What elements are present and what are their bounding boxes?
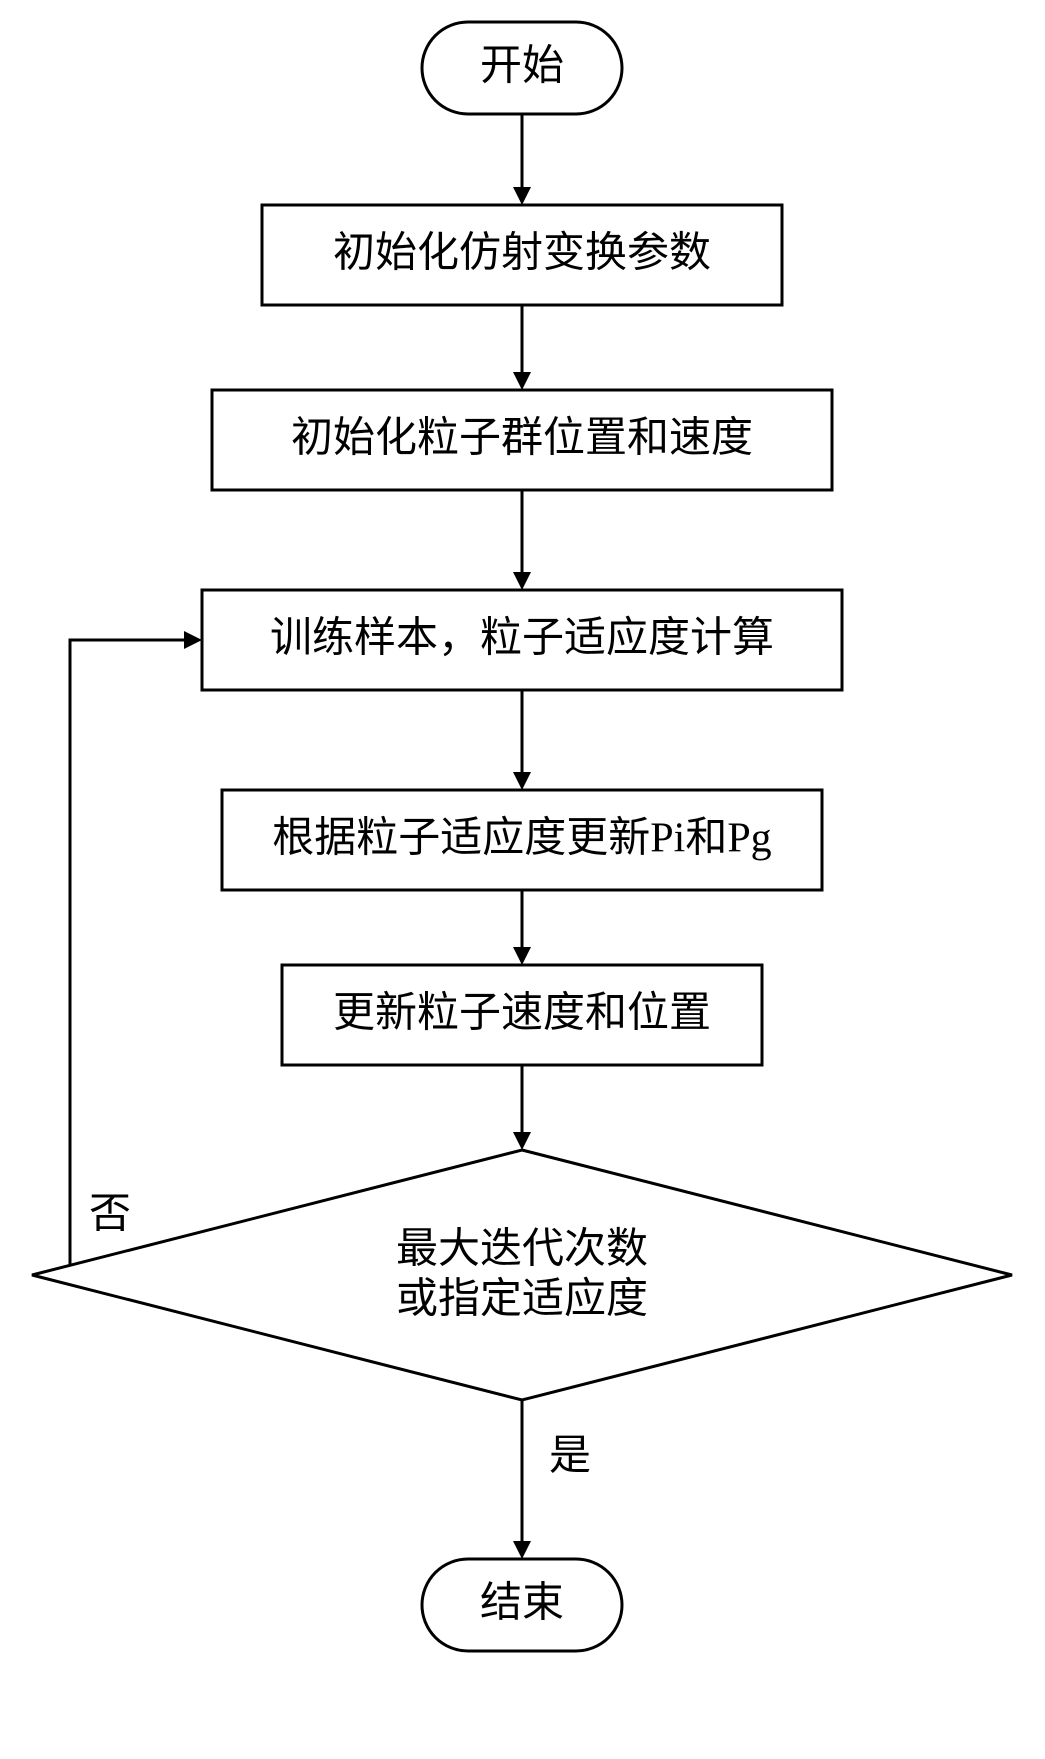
node-n5: 更新粒子速度和位置: [282, 965, 762, 1065]
edge-dec-end: 是: [522, 1400, 591, 1543]
node-n4: 根据粒子适应度更新Pi和Pg: [222, 790, 822, 890]
node-dec-label1: 最大迭代次数: [396, 1227, 648, 1273]
edge-dec-end-label: 是: [549, 1434, 591, 1480]
node-start: 开始: [422, 22, 622, 114]
node-end: 结束: [422, 1559, 622, 1651]
node-n5-label: 更新粒子速度和位置: [333, 990, 711, 1037]
node-n2-label: 初始化粒子群位置和速度: [291, 415, 753, 462]
node-n3: 训练样本，粒子适应度计算: [202, 590, 842, 690]
node-n1-label: 初始化仿射变换参数: [333, 230, 711, 277]
node-n3-label: 训练样本，粒子适应度计算: [270, 615, 774, 662]
node-end-label: 结束: [480, 1581, 564, 1627]
edge-dec-n3: 否: [32, 640, 186, 1275]
node-n4-label: 根据粒子适应度更新Pi和Pg: [272, 815, 771, 862]
node-dec-label2: 或指定适应度: [396, 1276, 648, 1323]
edge-dec-n3-label: 否: [89, 1192, 131, 1238]
node-dec: 最大迭代次数或指定适应度: [32, 1150, 1012, 1400]
node-n1: 初始化仿射变换参数: [262, 205, 782, 305]
node-n2: 初始化粒子群位置和速度: [212, 390, 832, 490]
node-start-label: 开始: [480, 44, 564, 90]
